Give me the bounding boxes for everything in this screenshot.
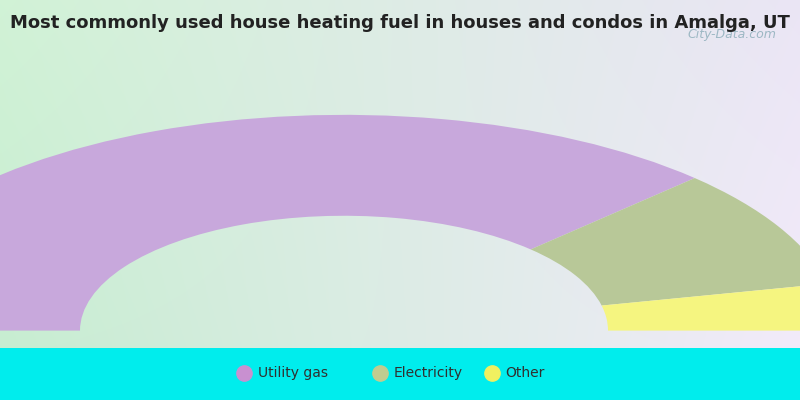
Text: Other: Other [506,366,545,380]
Wedge shape [0,115,694,330]
Text: Utility gas: Utility gas [258,366,328,380]
Wedge shape [530,178,800,306]
Text: Most commonly used house heating fuel in houses and condos in Amalga, UT: Most commonly used house heating fuel in… [10,14,790,32]
Text: Electricity: Electricity [394,366,462,380]
Text: City-Data.com: City-Data.com [687,28,776,41]
Wedge shape [602,284,800,330]
